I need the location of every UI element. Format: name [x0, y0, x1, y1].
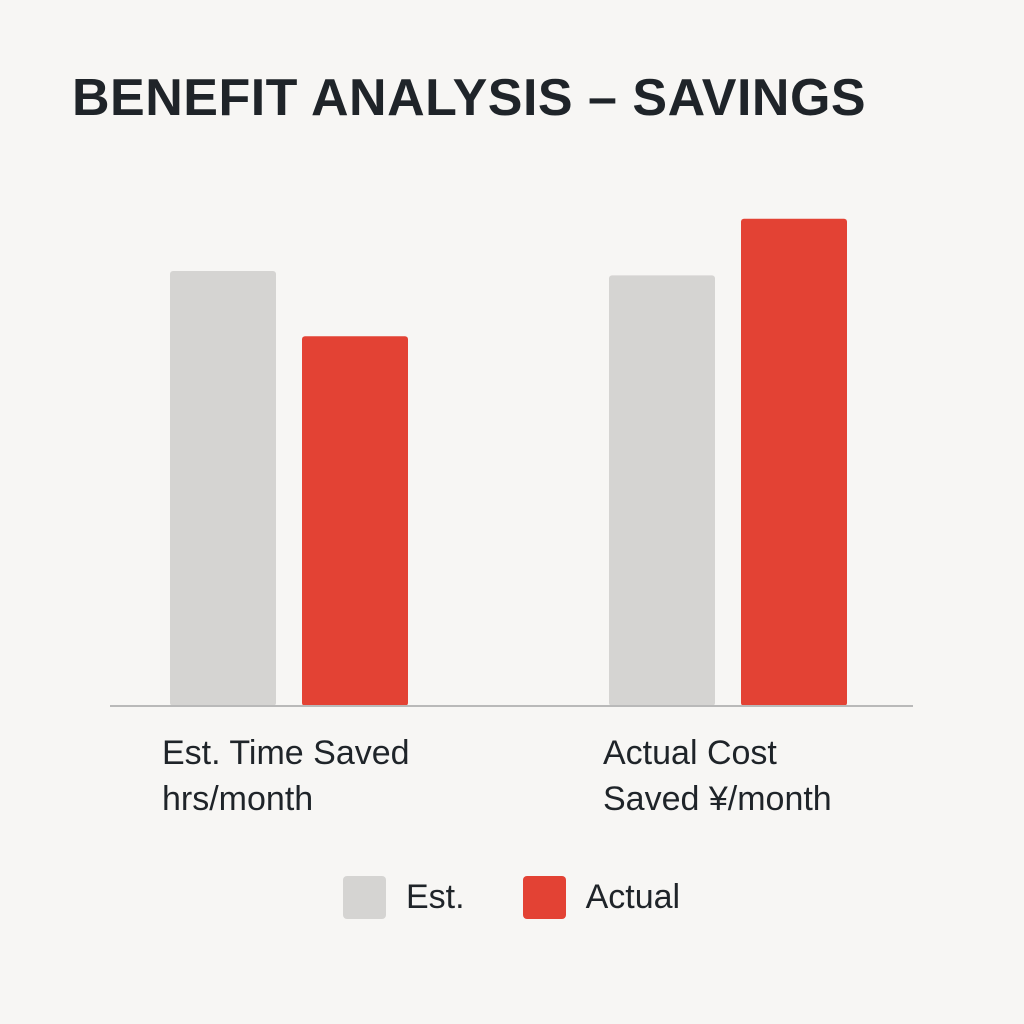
legend-item-est: Est. — [343, 874, 465, 920]
bar-est-0 — [170, 271, 276, 706]
legend-item-actual: Actual — [522, 874, 681, 920]
category-label-cost-saved: Actual Cost Saved ¥/month — [603, 730, 923, 822]
category-label-time-saved: Est. Time Saved hrs/month — [162, 730, 482, 822]
legend-label-est: Est. — [406, 878, 465, 916]
category-label-line: hrs/month — [162, 780, 314, 818]
legend-swatch-actual — [522, 875, 566, 919]
category-label-line: Est. Time Saved — [162, 734, 410, 772]
bar-actual-1 — [741, 218, 847, 707]
legend-swatch-est — [343, 875, 386, 919]
chart-title: BENEFIT ANALYSIS – SAVINGS — [72, 69, 867, 127]
bar-actual-0 — [302, 336, 408, 706]
category-label-line: Saved ¥/month — [603, 780, 832, 818]
category-label-line: Actual Cost — [603, 734, 777, 772]
legend: Est. Actual — [343, 874, 738, 920]
bar-est-1 — [609, 275, 715, 706]
legend-label-actual: Actual — [585, 878, 681, 916]
